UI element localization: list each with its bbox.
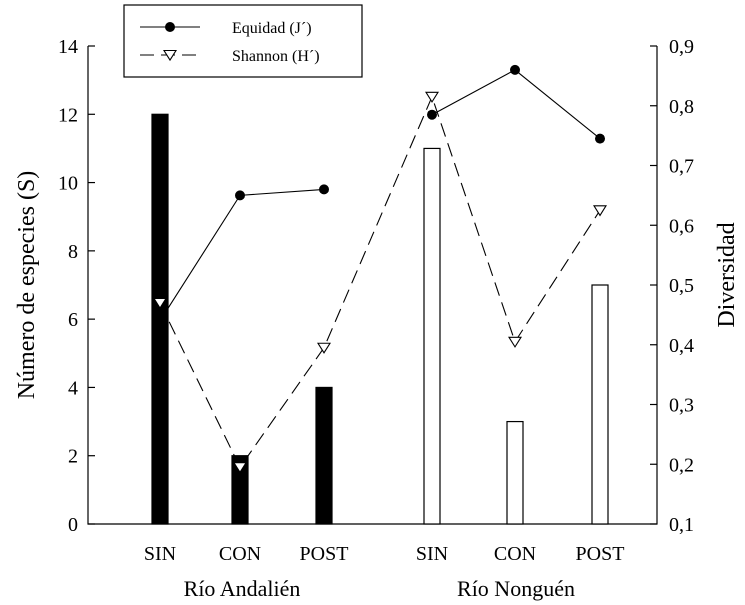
right-tick-label: 0,8 bbox=[669, 96, 694, 118]
shannon-point bbox=[508, 336, 522, 348]
axes: 0 2 4 6 8 10 12 14 0,1 0,2 0,3 0,4 0,5 0,6 0,7 0,8 0,9 bbox=[58, 36, 694, 536]
axis-frame bbox=[87, 46, 658, 525]
left-tick-label: 14 bbox=[58, 36, 78, 58]
right-tick-label: 0,6 bbox=[669, 215, 694, 237]
bar-con-nonguen bbox=[506, 420, 524, 525]
equidad-line bbox=[159, 188, 325, 322]
legend-equidad-label: Equidad (J´) bbox=[232, 20, 312, 37]
equidad-point bbox=[595, 133, 605, 144]
left-tick-label: 6 bbox=[68, 309, 78, 331]
bar-post-andalien bbox=[315, 386, 333, 525]
shannon-point bbox=[233, 462, 247, 474]
shannon-point bbox=[317, 342, 331, 354]
legend-box bbox=[123, 4, 363, 78]
right-tick-label: 0,7 bbox=[669, 156, 694, 178]
left-tick-label: 12 bbox=[58, 104, 78, 126]
equidad-point bbox=[510, 64, 520, 75]
legend: Equidad (J´) Shannon (H´) bbox=[123, 4, 363, 78]
y-axis-title: Número de especies (S) bbox=[14, 171, 40, 400]
group-label: Río Nonguén bbox=[457, 576, 575, 601]
category-label: POST bbox=[300, 543, 349, 565]
equidad-point bbox=[319, 184, 329, 195]
series-lines bbox=[153, 64, 607, 474]
category-label: CON bbox=[494, 543, 536, 565]
group-label: Río Andalién bbox=[184, 576, 301, 601]
left-tick-label: 2 bbox=[68, 446, 78, 468]
category-label: SIN bbox=[144, 543, 176, 565]
right-tick-label: 0,3 bbox=[669, 395, 694, 417]
labels: SIN CON POST SIN CON POST Río Andalién Río Nong… bbox=[14, 171, 740, 601]
shannon-point bbox=[593, 205, 607, 217]
left-tick-label: 10 bbox=[58, 173, 78, 195]
y2-axis-title: Diversidad bbox=[714, 222, 740, 327]
right-tick-label: 0,2 bbox=[669, 454, 694, 476]
bar-post-nonguen bbox=[591, 284, 609, 525]
equidad-point bbox=[235, 190, 245, 201]
legend-shannon-label: Shannon (H´) bbox=[232, 48, 320, 65]
shannon-line bbox=[159, 95, 601, 469]
right-tick-label: 0,9 bbox=[669, 36, 694, 58]
shannon-point bbox=[425, 91, 439, 103]
right-tick-label: 0,1 bbox=[669, 514, 694, 536]
legend-equidad-marker bbox=[165, 22, 175, 32]
category-label: POST bbox=[576, 543, 625, 565]
shannon-point bbox=[153, 297, 167, 310]
equidad-point bbox=[427, 109, 437, 120]
left-tick-label: 8 bbox=[68, 241, 78, 263]
bar-sin-nonguen bbox=[423, 147, 441, 525]
left-tick-label: 0 bbox=[68, 514, 78, 536]
equidad-point bbox=[155, 315, 165, 326]
legend-shannon-marker bbox=[163, 49, 177, 62]
category-label: CON bbox=[219, 543, 261, 565]
bar-con-andalien bbox=[231, 455, 249, 525]
category-label: SIN bbox=[416, 543, 448, 565]
right-tick-label: 0,4 bbox=[669, 335, 694, 357]
left-tick-label: 4 bbox=[68, 377, 78, 399]
right-tick-label: 0,5 bbox=[669, 275, 694, 297]
equidad-line bbox=[431, 69, 601, 140]
bars bbox=[151, 113, 609, 525]
